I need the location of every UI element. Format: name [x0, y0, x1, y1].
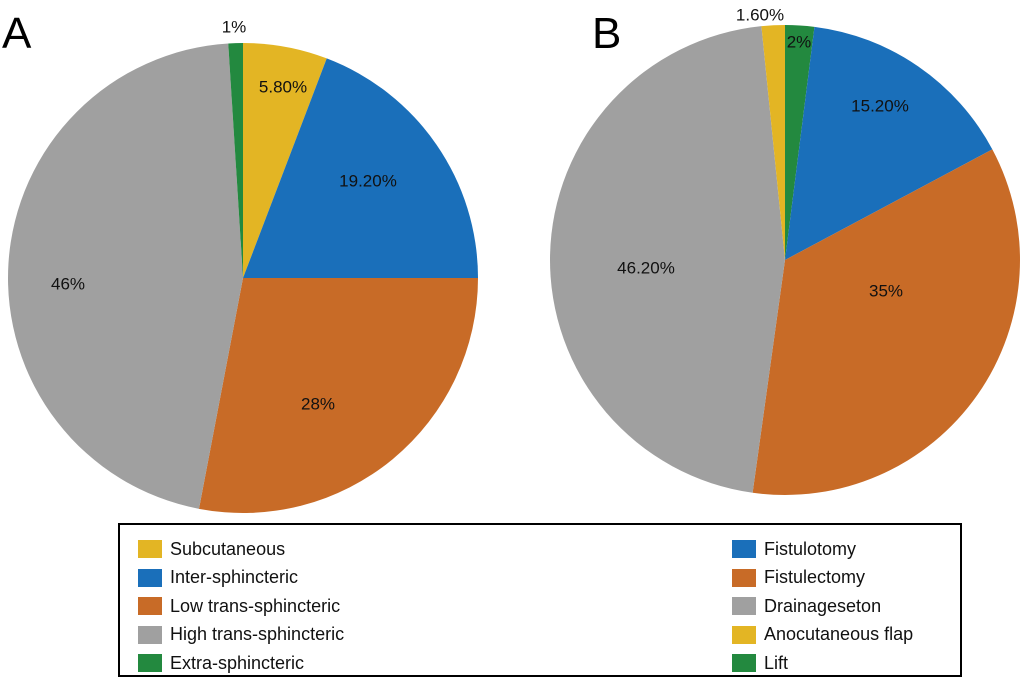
slice-data-label: 1% — [222, 17, 247, 36]
legend-label: Low trans-sphincteric — [170, 595, 341, 616]
slice-data-label: 19.20% — [339, 171, 397, 190]
legend-swatch — [732, 540, 756, 559]
slice-data-label: 5.80% — [259, 77, 307, 96]
pie-slice-inter-sphincteric — [243, 58, 478, 279]
pie-chart-b: 2% 15.20% 35% 46.20% 1.60% — [550, 5, 1020, 495]
legend-label: Anocutaneous flap — [764, 624, 914, 645]
legend-item: Anocutaneous flap — [732, 621, 913, 650]
legend-column-procedures: Fistulotomy Fistulectomy Drainageseton A… — [732, 535, 913, 678]
slice-data-label: 2% — [787, 32, 812, 51]
legend-label: Fistulotomy — [764, 538, 857, 559]
pie-slice-high-trans-sphincteric — [8, 43, 244, 509]
legend-label: Drainageseton — [764, 595, 882, 616]
pie-slice-subcutaneous — [243, 43, 327, 278]
legend-item: Inter-sphincteric — [138, 564, 344, 593]
legend-label: Inter-sphincteric — [170, 567, 299, 588]
pie-slice-fistulectomy — [752, 149, 1020, 495]
legend-item: Drainageseton — [732, 592, 913, 621]
legend-label: High trans-sphincteric — [170, 624, 345, 645]
slice-data-label: 46.20% — [617, 258, 675, 277]
legend-swatch — [732, 597, 756, 616]
legend-label: Fistulectomy — [764, 567, 866, 588]
panel-label-a: A — [2, 9, 32, 58]
legend-item: Fistulotomy — [732, 535, 913, 564]
pie-slice-lift — [785, 25, 815, 260]
pie-slice-extra-sphincteric — [228, 43, 243, 278]
pie-chart-a: 5.80% 19.20% 28% 46% 1% — [8, 17, 478, 513]
legend-swatch — [138, 568, 162, 587]
pie-slice-anocutaneous-flap — [761, 25, 785, 260]
legend-swatch — [138, 654, 162, 673]
pie-slice-drainageseton — [550, 26, 785, 493]
legend-swatch — [732, 654, 756, 673]
legend: Subcutaneous Inter-sphincteric Low trans… — [118, 523, 962, 677]
legend-item: Fistulectomy — [732, 564, 913, 593]
legend-swatch — [732, 568, 756, 587]
pie-slice-fistulotomy — [785, 26, 993, 261]
legend-item: Low trans-sphincteric — [138, 592, 344, 621]
legend-column-fistula-types: Subcutaneous Inter-sphincteric Low trans… — [138, 535, 344, 678]
slice-data-label: 46% — [51, 274, 85, 293]
pie-slice-low-trans-sphincteric — [198, 278, 478, 513]
legend-swatch — [138, 597, 162, 616]
legend-label: Subcutaneous — [170, 538, 286, 559]
legend-swatch — [138, 625, 162, 644]
slice-data-label: 35% — [869, 281, 903, 300]
legend-item: Extra-sphincteric — [138, 649, 344, 678]
legend-item: Lift — [732, 649, 913, 678]
slice-data-label: 28% — [301, 394, 335, 413]
legend-label: Lift — [764, 652, 789, 673]
legend-item: Subcutaneous — [138, 535, 344, 564]
panel-label-b: B — [592, 9, 621, 58]
legend-swatch — [138, 540, 162, 559]
legend-item: High trans-sphincteric — [138, 621, 344, 650]
legend-label: Extra-sphincteric — [170, 652, 305, 673]
legend-swatch — [732, 625, 756, 644]
slice-data-label: 15.20% — [851, 96, 909, 115]
slice-data-label: 1.60% — [736, 5, 784, 24]
